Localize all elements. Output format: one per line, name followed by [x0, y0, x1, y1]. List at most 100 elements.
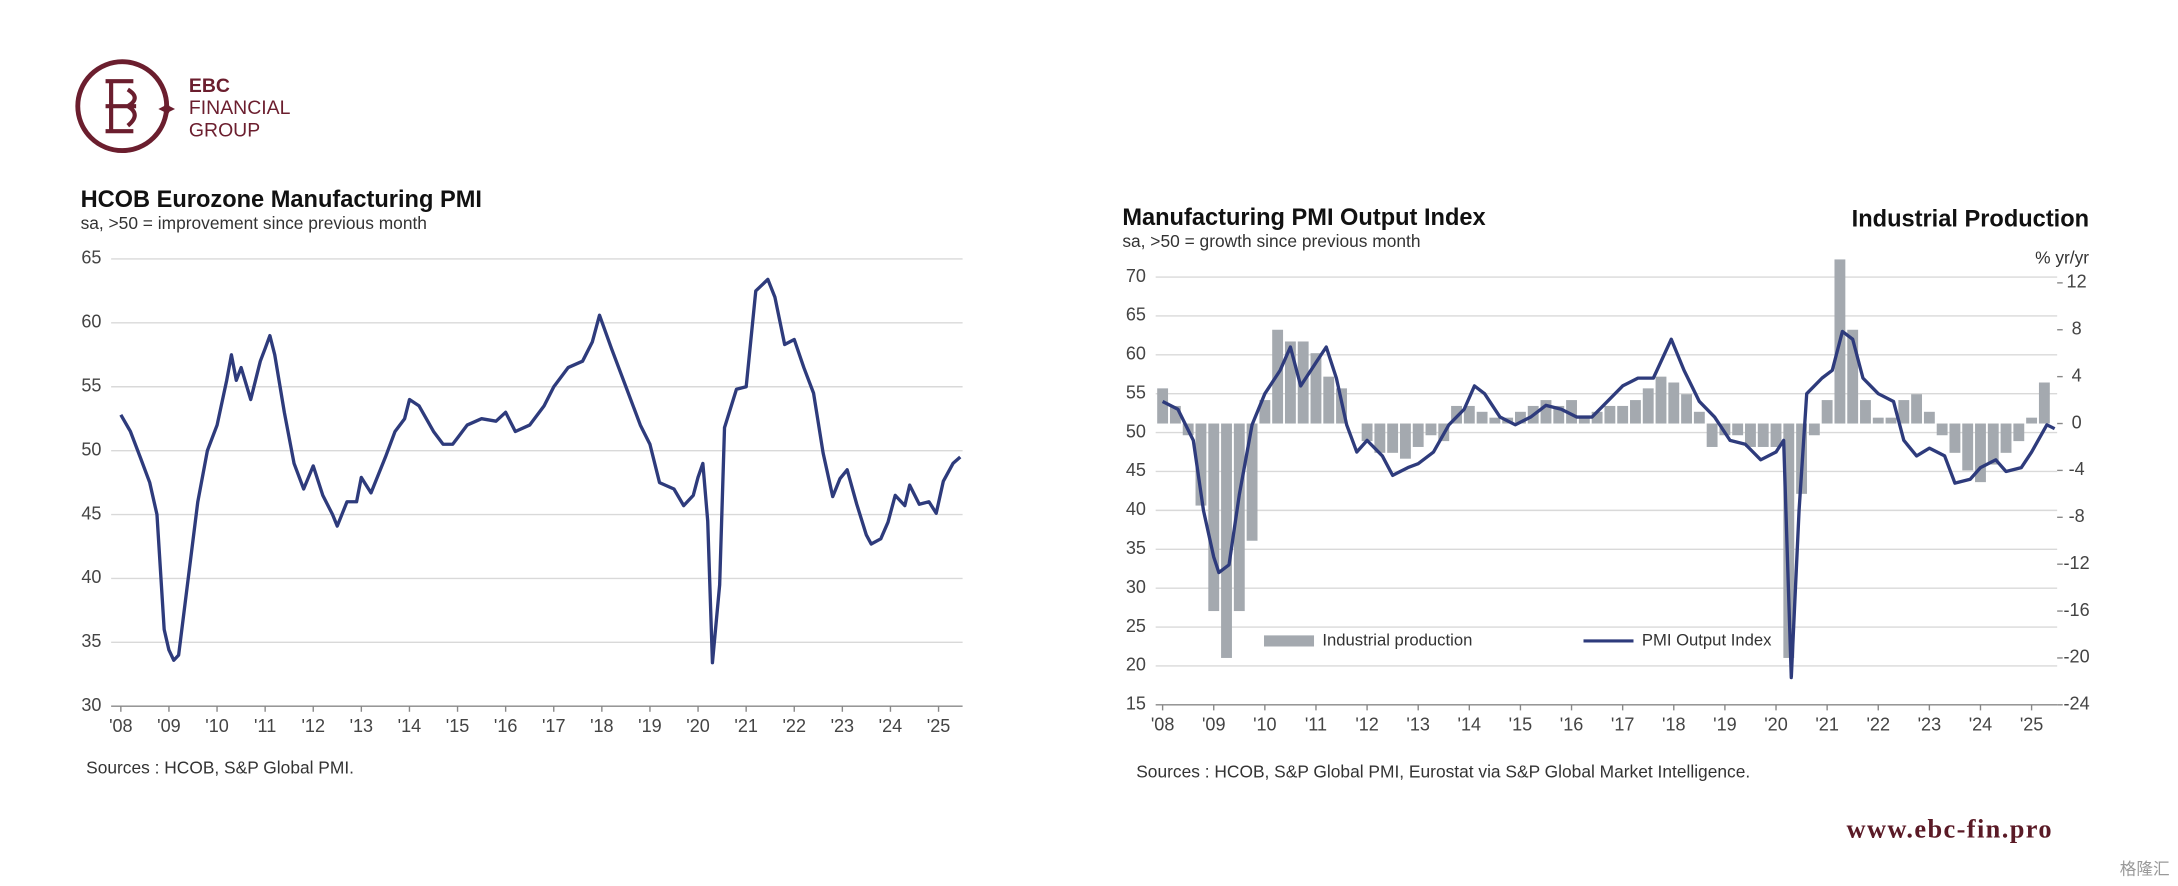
bar — [1195, 423, 1207, 506]
bar — [1885, 417, 1897, 424]
bar — [1898, 400, 1910, 424]
bar — [1770, 423, 1782, 447]
line-series — [1161, 329, 2056, 680]
bar — [1515, 411, 1526, 424]
x-tick-label: '10 — [1253, 714, 1277, 734]
bar — [1872, 417, 1884, 424]
legend-label: Industrial production — [1322, 630, 1472, 649]
y2-label: % yr/yr — [2035, 248, 2089, 268]
y-tick-label: 40 — [81, 567, 101, 587]
x-tick-label: '24 — [879, 716, 903, 736]
bar — [1911, 394, 1923, 424]
bar — [1553, 405, 1565, 424]
bar — [1821, 400, 1833, 424]
bar — [1732, 423, 1744, 436]
bar — [1757, 423, 1769, 447]
line-series — [119, 277, 962, 665]
x-tick-label: '13 — [1406, 714, 1430, 734]
x-tick-label: '16 — [1560, 714, 1584, 734]
bar — [2026, 417, 2038, 424]
x-tick-label: '18 — [590, 716, 614, 736]
y-tick-label: 60 — [81, 312, 101, 332]
y-tick-label: 25 — [1126, 616, 1146, 636]
logo: EBC FINANCIAL GROUP — [75, 59, 291, 154]
y2-tick-label: -16 — [2064, 600, 2090, 620]
legend-swatch — [1264, 635, 1315, 647]
y2-tick-label: -20 — [2064, 647, 2090, 667]
x-tick-label: '15 — [446, 716, 470, 736]
y-tick-label: 35 — [1126, 538, 1146, 558]
x-tick-label: '11 — [1305, 714, 1327, 734]
bar — [1923, 411, 1935, 424]
bar — [1208, 423, 1220, 612]
logo-line: GROUP — [189, 119, 260, 141]
y-tick-label: 55 — [81, 376, 101, 396]
bar — [1617, 405, 1629, 424]
x-tick-label: '19 — [638, 716, 662, 736]
bar — [1374, 423, 1386, 453]
bar — [2000, 423, 2012, 453]
bar — [1860, 400, 1871, 424]
x-tick-label: '15 — [1509, 714, 1533, 734]
x-tick-label: '20 — [1764, 714, 1788, 734]
bar — [1361, 423, 1373, 442]
y-tick-label: 40 — [1126, 499, 1146, 519]
bar — [1962, 423, 1974, 471]
y-tick-label: 55 — [1126, 382, 1146, 402]
y-tick-label: 30 — [81, 695, 101, 715]
bar — [1310, 353, 1322, 424]
x-tick-label: '09 — [1202, 714, 1226, 734]
x-tick-label: '08 — [1151, 714, 1175, 734]
bar — [1706, 423, 1718, 447]
bar — [1936, 423, 1948, 436]
y2-tick-label: -8 — [2069, 506, 2085, 526]
bar — [2038, 382, 2050, 424]
x-tick-label: '12 — [1355, 714, 1379, 734]
y-tick-label: 65 — [81, 248, 101, 268]
legend-label: PMI Output Index — [1642, 630, 1772, 649]
bar — [1987, 423, 1999, 465]
y2-tick-label: 4 — [2072, 365, 2082, 385]
x-tick-label: '25 — [927, 716, 951, 736]
y-tick-label: 20 — [1126, 655, 1146, 675]
bar — [1668, 382, 1680, 424]
logo-line: FINANCIAL — [189, 97, 291, 119]
bar — [1259, 400, 1271, 424]
x-tick-label: '12 — [301, 716, 325, 736]
bar — [1476, 411, 1488, 424]
bar — [1808, 423, 1820, 436]
bar — [1399, 423, 1411, 459]
y2-tick-label: 8 — [2072, 319, 2082, 339]
x-tick-label: '25 — [2020, 714, 2044, 734]
bar — [1540, 400, 1552, 424]
bar — [1578, 417, 1590, 424]
y-tick-label: 30 — [1126, 577, 1146, 597]
y-tick-label: 70 — [1126, 266, 1146, 286]
y-tick-label: 45 — [81, 503, 101, 523]
bar — [1655, 376, 1667, 424]
y2-tick-label: -12 — [2064, 553, 2090, 573]
x-tick-label: '23 — [831, 716, 855, 736]
y2-title: Industrial Production — [1852, 206, 2089, 232]
y2-tick-label: -4 — [2069, 459, 2085, 479]
y2-tick-label: -24 — [2064, 694, 2090, 714]
bar — [1681, 394, 1692, 424]
x-tick-label: '14 — [398, 716, 422, 736]
bar — [1489, 417, 1501, 424]
x-tick-label: '08 — [109, 716, 133, 736]
bar — [1157, 388, 1169, 424]
y-tick-label: 15 — [1126, 694, 1146, 714]
chart-subtitle: sa, >50 = growth since previous month — [1122, 231, 1420, 251]
x-tick-label: '11 — [254, 716, 276, 736]
bar — [1783, 423, 1795, 658]
x-tick-label: '22 — [1866, 714, 1890, 734]
source-note: Sources : HCOB, S&P Global PMI, Eurostat… — [1136, 761, 1750, 781]
bar — [1949, 423, 1961, 453]
bar — [1425, 423, 1437, 436]
bar — [1566, 400, 1577, 424]
bar — [1221, 423, 1232, 658]
x-tick-label: '22 — [782, 716, 806, 736]
x-tick-label: '21 — [1815, 714, 1839, 734]
